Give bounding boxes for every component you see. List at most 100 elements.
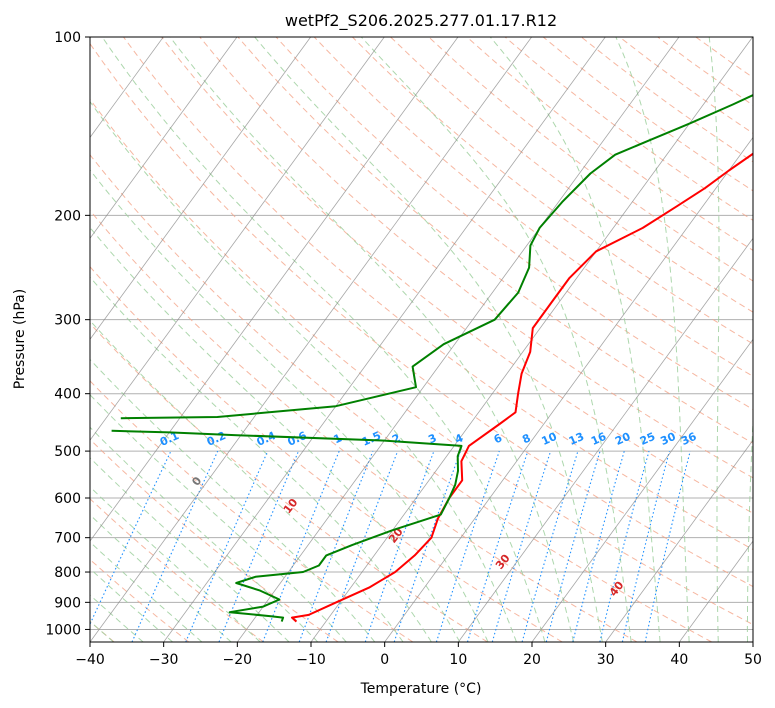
dry-adiabat-line xyxy=(352,37,753,345)
mixing-ratio-label: 0.6 xyxy=(286,429,309,449)
moist-adiabat-line xyxy=(90,486,261,642)
dry-adiabat-line xyxy=(313,37,753,377)
mixing-ratio-label: 0.4 xyxy=(255,429,278,449)
x-tick-label: −20 xyxy=(223,652,253,668)
mixing-ratio-line xyxy=(393,450,462,642)
dry-adiabat-line xyxy=(90,98,753,626)
y-tick-label: 700 xyxy=(54,531,81,547)
axes-layer: −40 −30 −20 −10 0 10 20 30 40 5010020030040050060… xyxy=(45,30,762,668)
isotherm-line xyxy=(90,37,385,441)
moist-adiabat-line xyxy=(90,276,432,642)
moist-adiabat-line xyxy=(90,319,404,642)
y-tick-label: 1000 xyxy=(45,622,81,638)
y-tick-label: 900 xyxy=(54,595,81,611)
dry-adiabat-line xyxy=(428,37,753,282)
isotherm-line xyxy=(90,37,238,240)
dry-adiabat-line xyxy=(275,37,753,411)
moist-adiabat-layer xyxy=(90,37,753,642)
dewpoint-profile xyxy=(111,429,463,622)
mixing-ratio-label: 25 xyxy=(638,430,657,448)
mixing-ratio-line xyxy=(298,450,374,642)
moist-adiabat-line xyxy=(746,412,753,642)
mixing-ratio-line xyxy=(325,450,399,642)
mixing-ratio-line xyxy=(435,450,500,642)
mixing-ratio-line xyxy=(262,450,340,642)
mixing-ratio-line xyxy=(466,450,529,642)
isotherm-line xyxy=(163,37,606,642)
isotherm-line xyxy=(752,641,753,642)
isotherm-line xyxy=(237,37,680,642)
moist-adiabat-line xyxy=(90,358,376,642)
moist-adiabat-line xyxy=(90,394,347,642)
isotherm-line xyxy=(531,338,753,642)
isotherm-line xyxy=(90,37,459,542)
isotherm-line xyxy=(458,237,753,642)
x-tick-label: 30 xyxy=(597,652,615,668)
dry-adiabat-line xyxy=(90,42,753,588)
x-tick-label: −40 xyxy=(75,652,105,668)
mixing-ratio-label: 16 xyxy=(589,430,609,448)
dry-adiabat-label: -10 xyxy=(66,414,89,438)
dry-adiabat-line xyxy=(695,37,753,79)
dry-adiabat-line xyxy=(90,558,190,642)
adiabat-label-layer: -100-90-80-70-60-50-40-30-20-10010203040… xyxy=(0,388,699,599)
y-tick-label: 800 xyxy=(54,565,81,581)
mixing-ratio-line xyxy=(491,450,552,642)
y-axis-label: Pressure (hPa) xyxy=(12,289,28,389)
isotherm-line xyxy=(679,540,753,642)
dry-adiabat-line xyxy=(466,37,753,251)
dry-adiabat-line xyxy=(90,209,638,642)
mixing-ratio-layer xyxy=(90,450,691,642)
moist-adiabat-line xyxy=(101,37,546,642)
mixing-ratio-label: 8 xyxy=(520,431,532,446)
dry-adiabat-line xyxy=(90,498,264,642)
moist-adiabat-line xyxy=(90,100,517,642)
isotherm-line xyxy=(605,439,753,642)
mixing-ratio-line xyxy=(364,450,435,642)
x-tick-label: 50 xyxy=(744,652,762,668)
x-tick-label: 0 xyxy=(380,652,389,668)
x-tick-label: −30 xyxy=(149,652,179,668)
x-tick-label: 40 xyxy=(670,652,688,668)
moist-adiabat-line xyxy=(90,457,290,642)
moist-adiabat-line xyxy=(169,37,575,642)
mixing-ratio-label: 0.2 xyxy=(205,429,228,449)
moist-adiabat-line xyxy=(90,226,461,642)
mixing-ratio-label: 36 xyxy=(679,430,699,448)
dry-adiabat-line xyxy=(123,37,753,551)
x-tick-label: 20 xyxy=(523,652,541,668)
dry-adiabat-label: 10 xyxy=(281,496,301,516)
isotherm-line xyxy=(90,37,311,340)
dry-adiabat-line xyxy=(90,438,339,642)
profile-layer xyxy=(111,94,753,623)
moist-adiabat-line xyxy=(90,594,144,642)
mixing-ratio-line xyxy=(131,450,219,642)
moist-adiabat-line xyxy=(90,541,203,642)
y-tick-label: 100 xyxy=(54,30,81,46)
mixing-ratio-line xyxy=(545,450,601,642)
y-tick-label: 300 xyxy=(54,313,81,329)
mixing-ratio-label: 13 xyxy=(567,430,586,448)
moist-adiabat-line xyxy=(615,37,690,642)
moist-adiabat-line xyxy=(90,568,173,642)
dry-adiabat-line xyxy=(237,37,753,444)
mixing-ratio-label: 20 xyxy=(613,430,633,448)
moist-adiabat-line xyxy=(90,514,232,642)
dry-adiabat-line xyxy=(504,37,753,221)
x-tick-label: 10 xyxy=(449,652,467,668)
moist-adiabat-line xyxy=(360,37,632,642)
dewpoint-profile xyxy=(120,94,753,420)
moist-adiabat-line xyxy=(90,169,489,642)
y-tick-label: 400 xyxy=(54,387,81,403)
moist-adiabat-line xyxy=(708,37,720,642)
dry-adiabat-label: -20 xyxy=(0,388,6,412)
dry-adiabat-line xyxy=(90,322,488,642)
dry-adiabat-layer xyxy=(90,37,753,642)
mixing-ratio-label: 30 xyxy=(658,430,678,448)
mixing-ratio-line xyxy=(572,450,625,642)
mixing-ratio-line xyxy=(218,450,300,642)
chart-title: wetPf2_S206.2025.277.01.17.R12 xyxy=(285,11,557,31)
grid-layer xyxy=(90,37,753,630)
temperature-profile xyxy=(291,152,753,623)
